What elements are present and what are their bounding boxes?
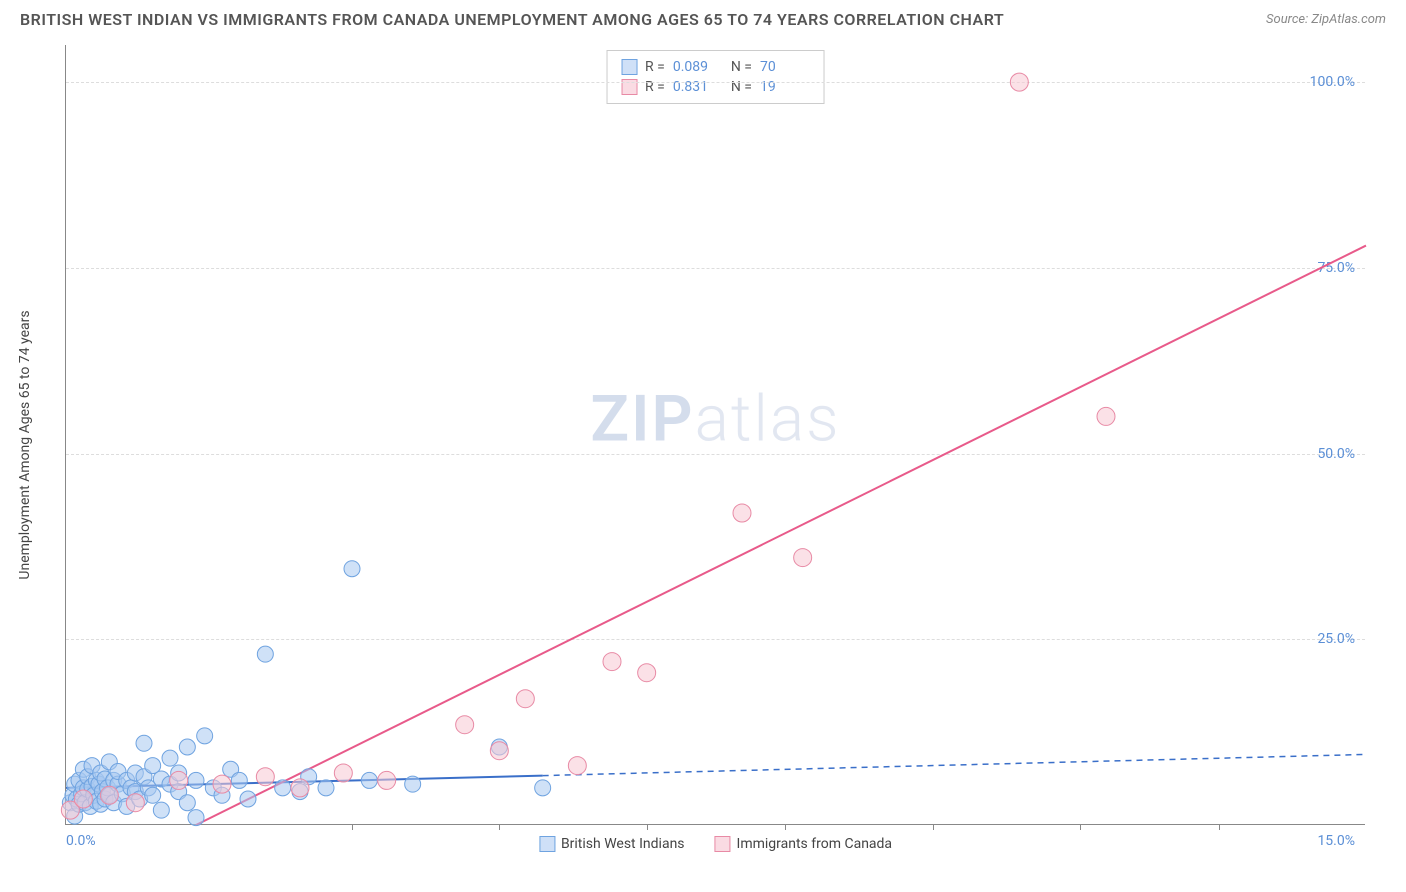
scatter-svg: [66, 45, 1366, 825]
scatter-point: [136, 735, 152, 751]
scatter-point: [405, 776, 421, 792]
x-min-label: 0.0%: [66, 833, 96, 849]
scatter-point: [275, 780, 291, 796]
y-axis-label: Unemployment Among Ages 65 to 74 years: [17, 310, 33, 579]
scatter-point: [794, 549, 812, 567]
scatter-point: [179, 795, 195, 811]
legend-item: British West Indians: [539, 836, 685, 852]
scatter-point: [733, 504, 751, 522]
scatter-point: [145, 787, 161, 803]
legend-swatch: [539, 836, 555, 852]
legend-label: British West Indians: [561, 836, 685, 852]
chart-header: BRITISH WEST INDIAN VS IMMIGRANTS FROM C…: [0, 0, 1406, 39]
scatter-point: [188, 772, 204, 788]
chart-title: BRITISH WEST INDIAN VS IMMIGRANTS FROM C…: [20, 10, 1004, 29]
scatter-point: [213, 775, 231, 793]
scatter-point: [126, 794, 144, 812]
scatter-point: [456, 716, 474, 734]
scatter-point: [1010, 73, 1028, 91]
legend-label: Immigrants from Canada: [737, 836, 893, 852]
chart-area: Unemployment Among Ages 65 to 74 years Z…: [45, 45, 1385, 845]
scatter-point: [240, 791, 256, 807]
scatter-point: [257, 646, 273, 662]
scatter-point: [490, 742, 508, 760]
x-max-label: 15.0%: [1317, 833, 1355, 849]
scatter-point: [535, 780, 551, 796]
scatter-point: [638, 664, 656, 682]
scatter-point: [361, 772, 377, 788]
scatter-point: [318, 780, 334, 796]
scatter-point: [1097, 407, 1115, 425]
scatter-point: [334, 764, 352, 782]
scatter-point: [603, 653, 621, 671]
scatter-point: [378, 771, 396, 789]
scatter-point: [188, 810, 204, 826]
scatter-point: [568, 757, 586, 775]
scatter-point: [100, 786, 118, 804]
legend-swatch: [715, 836, 731, 852]
trend-line: [196, 246, 1366, 825]
legend-item: Immigrants from Canada: [715, 836, 893, 852]
plot-area: ZIPatlas R =0.089N =70R =0.831N =19 Brit…: [65, 45, 1365, 825]
scatter-point: [344, 561, 360, 577]
scatter-point: [291, 779, 309, 797]
scatter-point: [153, 802, 169, 818]
trend-line-dashed: [543, 754, 1366, 775]
scatter-point: [197, 728, 213, 744]
scatter-point: [516, 690, 534, 708]
scatter-point: [74, 790, 92, 808]
scatter-point: [231, 772, 247, 788]
chart-source: Source: ZipAtlas.com: [1266, 12, 1386, 27]
scatter-point: [179, 739, 195, 755]
scatter-point: [256, 768, 274, 786]
scatter-point: [162, 750, 178, 766]
scatter-point: [170, 771, 188, 789]
bottom-legend: British West Indians Immigrants from Cana…: [539, 836, 892, 852]
